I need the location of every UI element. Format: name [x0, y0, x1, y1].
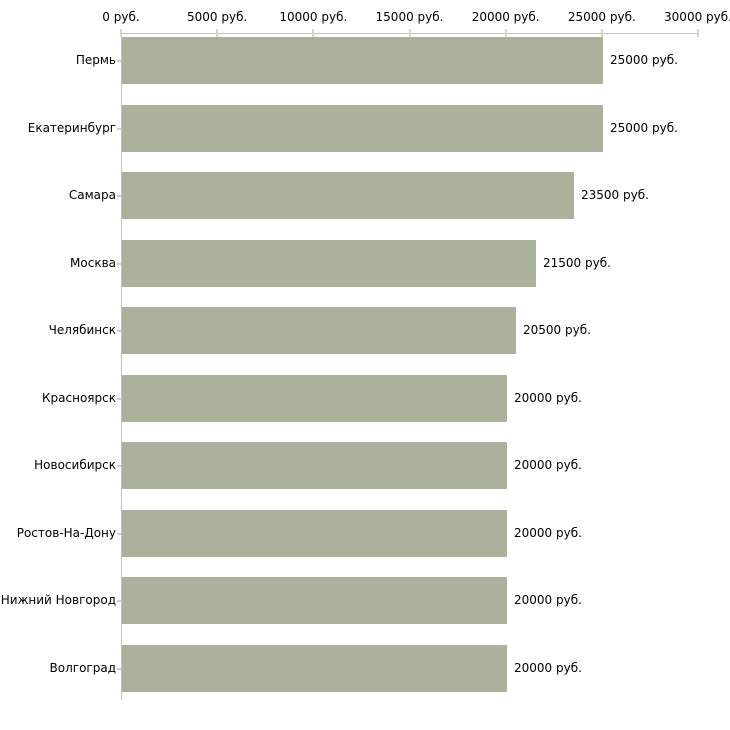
category-label: Пермь [75, 53, 116, 67]
category-tick-mark [117, 60, 121, 62]
value-label: 25000 руб. [610, 53, 678, 67]
x-axis-tick-mark [600, 29, 603, 37]
x-axis-tick-mark [504, 29, 507, 37]
x-axis-tick-label: 25000 руб. [567, 10, 636, 24]
category-tick-mark [117, 263, 121, 265]
category-tick-mark [117, 330, 121, 332]
category-label: Красноярск [42, 391, 116, 405]
value-label: 20000 руб. [514, 458, 582, 472]
x-axis-tick-mark [697, 29, 699, 37]
category-tick-mark [117, 465, 121, 467]
category-label: Волгоград [49, 661, 116, 675]
value-label: 20500 руб. [523, 323, 591, 337]
x-axis-tick-mark [216, 29, 219, 37]
category-label: Ростов-На-Дону [16, 526, 116, 540]
category-tick-mark [117, 668, 121, 670]
category-label: Нижний Новгород [0, 593, 116, 607]
x-axis-tick-label: 20000 руб. [471, 10, 540, 24]
bar [122, 37, 603, 84]
x-axis-tick-mark [408, 29, 411, 37]
category-tick-mark [117, 195, 121, 197]
category-label: Новосибирск [34, 458, 116, 472]
x-axis-tick-label: 15000 руб. [375, 10, 444, 24]
category-label: Москва [70, 256, 116, 270]
bar [122, 375, 507, 422]
x-axis-tick-label: 10000 руб. [279, 10, 348, 24]
x-axis-tick-mark [312, 29, 315, 37]
value-label: 20000 руб. [514, 593, 582, 607]
bar [122, 105, 603, 152]
y-axis-line [121, 33, 122, 700]
x-axis-tick-label: 5000 руб. [187, 10, 248, 24]
bar [122, 577, 507, 624]
value-label: 25000 руб. [610, 121, 678, 135]
value-label: 20000 руб. [514, 661, 582, 675]
value-label: 20000 руб. [514, 526, 582, 540]
category-tick-mark [117, 398, 121, 400]
bar [122, 442, 507, 489]
bar [122, 240, 536, 287]
x-axis-tick-label: 30000 руб. [664, 10, 730, 24]
category-tick-mark [117, 128, 121, 130]
category-tick-mark [117, 600, 121, 602]
category-label: Самара [68, 188, 116, 202]
value-label: 20000 руб. [514, 391, 582, 405]
bar [122, 510, 507, 557]
category-tick-mark [117, 533, 121, 535]
value-label: 23500 руб. [581, 188, 649, 202]
bar [122, 645, 507, 692]
bar [122, 307, 516, 354]
x-axis-tick-mark [120, 29, 122, 37]
value-label: 21500 руб. [543, 256, 611, 270]
bar [122, 172, 574, 219]
category-label: Челябинск [48, 323, 116, 337]
x-axis-tick-label: 0 руб. [102, 10, 140, 24]
category-label: Екатеринбург [27, 121, 116, 135]
